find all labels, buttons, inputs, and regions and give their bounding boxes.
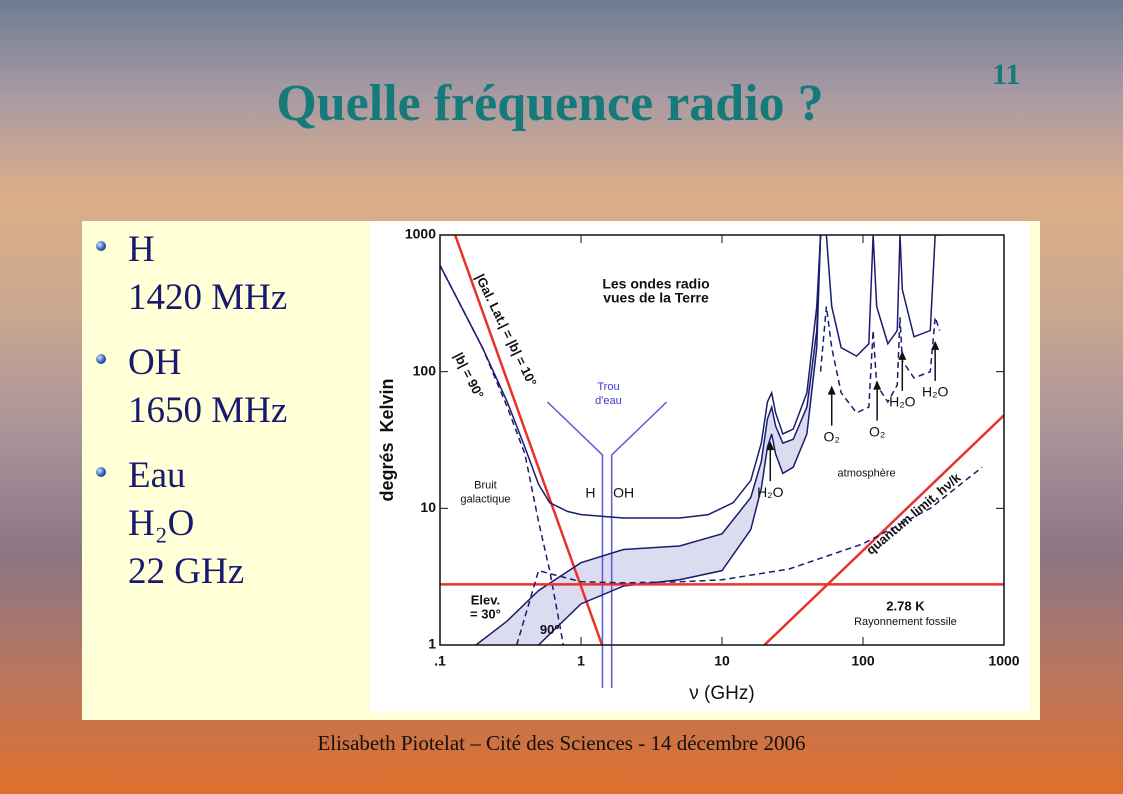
series-label: |Gal. Lat.| = |b| = 10° (472, 271, 539, 388)
x-tick-label: 1000 (988, 653, 1019, 669)
series-line (453, 235, 604, 645)
series-line (819, 306, 941, 414)
footer: Elisabeth Piotelat – Cité des Sciences -… (317, 731, 806, 755)
x-axis-label: ν (GHz) (689, 683, 754, 704)
bullet-text: 22 GHz (128, 551, 245, 592)
series-label: Elev. (471, 592, 500, 607)
bullet-dot (96, 467, 106, 477)
y-tick-label: 1 (428, 636, 436, 652)
arrow-label: O₂ (824, 428, 840, 444)
series-line (475, 235, 822, 645)
slide-title: Quelle fréquence radio ? (276, 75, 824, 132)
bullet-text: 1650 MHz (128, 390, 288, 431)
arrow-head (827, 385, 836, 395)
arrow-head (873, 380, 882, 390)
series-label: = 30° (470, 606, 501, 621)
x-tick-label: 10 (714, 653, 730, 669)
water-hole-title: d'eau (595, 395, 622, 407)
arrow-label: O₂ (869, 423, 885, 439)
series-label: quantum limit, hν/k (863, 469, 964, 557)
bullet-text: H (128, 229, 155, 270)
band-fill (475, 235, 821, 645)
chart-title: Les ondes radio (602, 276, 709, 292)
annotation: galactique (460, 493, 510, 505)
bullet-dot (96, 241, 106, 251)
series-label: |b| = 90° (451, 350, 487, 401)
bullet-item: H 1420 MHz (96, 226, 287, 322)
bullet-item: OH 1650 MHz (96, 339, 287, 435)
series-line (515, 466, 983, 645)
series-label: 90° (540, 622, 560, 637)
arrow-head (898, 350, 907, 360)
annotation: Rayonnement fossile (854, 616, 957, 628)
bullet-text: OH (128, 342, 182, 383)
bullet-item: Eau H₂O 22 GHz (96, 452, 287, 596)
water-hole-line (610, 401, 668, 688)
y-tick-label: 100 (413, 362, 437, 378)
annotation: atmosphère (838, 467, 896, 479)
y-tick-label: 10 (420, 499, 436, 515)
series-line (763, 414, 1004, 645)
x-tick-label: 1 (577, 653, 585, 669)
water-hole-line (546, 401, 604, 688)
bullet-text: 1420 MHz (128, 277, 288, 318)
water-hole-label: OH (613, 485, 634, 501)
y-tick-label: 1000 (405, 226, 436, 242)
bullet-list: H 1420 MHz OH 1650 MHz Eau H₂O 22 GHz (96, 226, 287, 613)
series-label: 2.78 K (886, 598, 925, 613)
series-line (825, 235, 940, 358)
arrow-head (931, 340, 940, 350)
chart-title: vues de la Terre (603, 290, 709, 306)
water-hole-label: H (585, 485, 595, 501)
y-axis-label: degrés Kelvin (377, 378, 397, 501)
bullet-text: Eau (128, 455, 186, 496)
arrow-label: H₂O (757, 484, 784, 500)
annotation: Bruit (474, 479, 497, 491)
slide-number: 11 (992, 58, 1021, 91)
water-hole-title: Trou (597, 381, 619, 393)
chart: H OH Trou d'eau |Gal. Lat.| = |b| = 10°|b| =… (370, 222, 1030, 712)
arrow-label: H₂O (922, 384, 949, 400)
x-tick-label: .1 (434, 653, 446, 669)
arrow-label: H₂O (889, 394, 916, 410)
arrow-head (766, 441, 775, 451)
bullet-dot (96, 354, 106, 364)
x-tick-label: 100 (851, 653, 875, 669)
bullet-text: H₂O (128, 503, 195, 544)
series-line (440, 235, 822, 519)
